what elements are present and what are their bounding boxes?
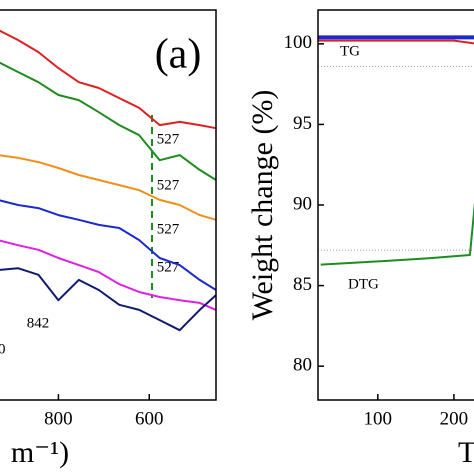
data-line xyxy=(0,239,217,311)
x-tick-label: 100 xyxy=(364,408,393,429)
data-line xyxy=(0,267,217,332)
panel-label: (a) xyxy=(155,32,202,78)
data-line xyxy=(0,199,217,291)
x-axis-label: m⁻¹) xyxy=(11,436,69,469)
data-line xyxy=(0,154,217,221)
data-line xyxy=(0,29,217,130)
annotation: 527 xyxy=(157,221,180,237)
plot-frame xyxy=(317,9,474,401)
x-tick-label: 800 xyxy=(44,408,73,429)
data-line xyxy=(0,61,217,181)
annotation: 527 xyxy=(157,177,180,193)
y-tick-label: 90 xyxy=(293,193,312,214)
y-tick-label: 100 xyxy=(284,32,313,53)
y-tick-label: 80 xyxy=(293,355,312,376)
plot-frame xyxy=(0,9,217,401)
y-axis-label: Weight change (%) xyxy=(246,90,279,321)
x-axis-label: Te xyxy=(458,436,474,469)
annotation: 842 xyxy=(27,315,50,331)
series-label: DTG xyxy=(348,276,379,292)
annotation: 0 xyxy=(0,341,6,357)
x-tick-label: 200 xyxy=(440,408,469,429)
data-line xyxy=(318,39,474,45)
y-tick-label: 95 xyxy=(293,113,312,134)
x-tick-label: 600 xyxy=(135,408,164,429)
data-line xyxy=(320,202,474,266)
series-label: TG xyxy=(340,43,360,59)
y-tick-label: 85 xyxy=(293,274,312,295)
annotation: 527 xyxy=(157,131,180,147)
